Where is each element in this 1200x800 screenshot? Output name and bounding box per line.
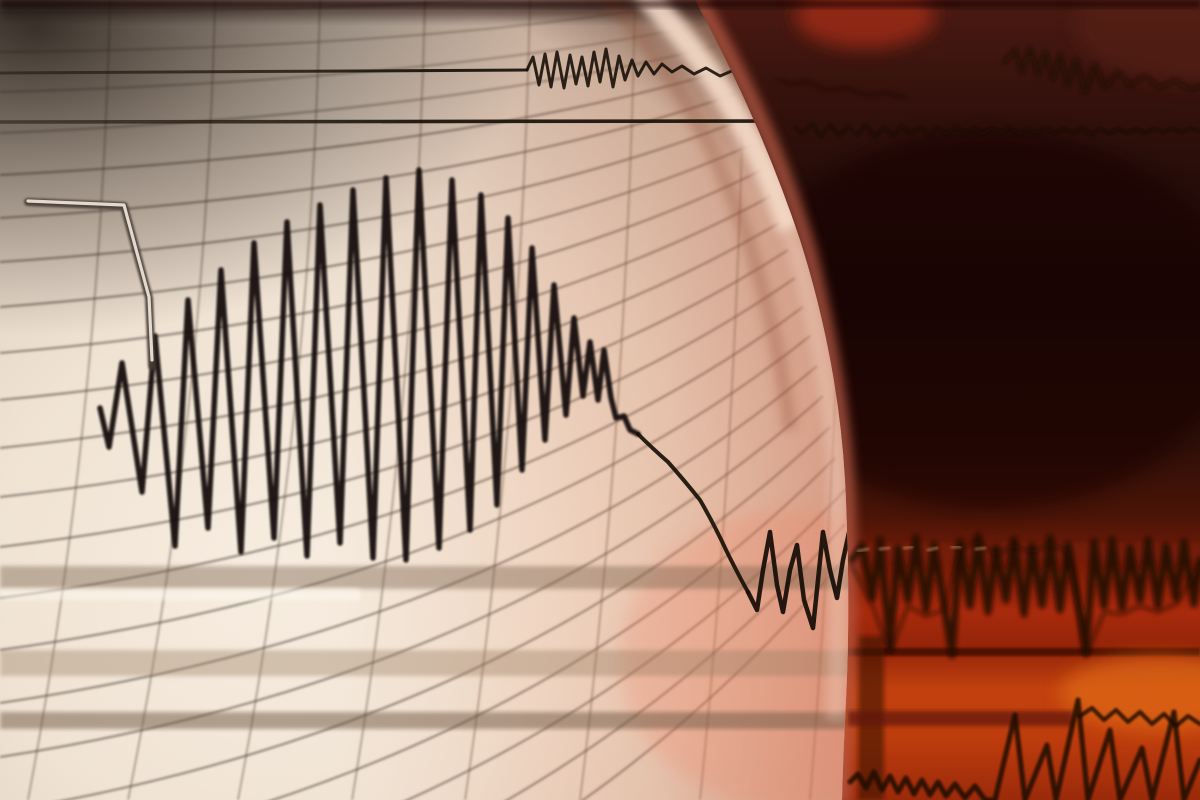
thin-dark-line-red-zone [845, 648, 1200, 656]
trace-upper-baseline [0, 68, 529, 75]
pen-arm-metal-highlight [26, 199, 154, 362]
trace-coda-oscillation [745, 525, 849, 631]
trace-lower-right-wavy [1078, 706, 1200, 728]
trace-upper-event-squiggle [525, 47, 780, 90]
drum-edge-highlight-band [631, 0, 802, 235]
lower-dark-smear-band [848, 711, 1073, 726]
shadow-band-2 [0, 650, 849, 676]
trace-baseline-extension-wavy [793, 122, 1200, 139]
trace-decay-tail [636, 432, 750, 594]
drum-edge-highlight-band-lower [781, 227, 848, 721]
trace-earthquake-burst [97, 167, 641, 563]
red-glow-top [795, 0, 935, 48]
shadow-band-3 [0, 712, 849, 729]
shadow-band-1-bright-lip [0, 588, 360, 600]
drum-edge-inner-shade [594, 0, 798, 431]
trace-mid-scribble-band [848, 532, 1200, 659]
dark-vignette-mid-right [740, 130, 1200, 510]
pen-arm [24, 198, 156, 370]
shadow-band-1 [0, 566, 849, 589]
corner-glow-top-right [1075, 0, 1200, 85]
trace-bottom-right-spikes [847, 697, 1200, 800]
trace-upper-squiggle-extension [776, 78, 907, 100]
photo-soft-top-edge [0, 0, 1200, 8]
trace-mid-scribble-band-echo [850, 540, 1200, 658]
dark-zone-traces [776, 46, 1200, 800]
trace-top-right-squiggle [1003, 46, 1200, 94]
scribble-highlight-specks [856, 545, 987, 553]
